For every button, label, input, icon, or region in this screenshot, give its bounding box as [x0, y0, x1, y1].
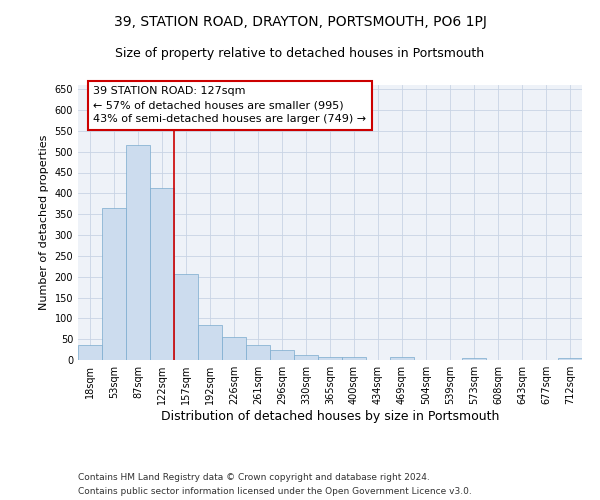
Bar [558, 358, 582, 360]
Bar [126, 144, 150, 360]
Bar [462, 358, 486, 360]
X-axis label: Distribution of detached houses by size in Portsmouth: Distribution of detached houses by size … [161, 410, 499, 423]
Text: Contains public sector information licensed under the Open Government Licence v3: Contains public sector information licen… [78, 488, 472, 496]
Bar [270, 350, 294, 360]
Bar [198, 326, 222, 360]
Bar [222, 337, 246, 360]
Bar [318, 356, 342, 360]
Bar [294, 355, 318, 360]
Bar [102, 208, 126, 360]
Bar [390, 356, 414, 360]
Bar [150, 188, 174, 360]
Text: Size of property relative to detached houses in Portsmouth: Size of property relative to detached ho… [115, 48, 485, 60]
Text: 39 STATION ROAD: 127sqm
← 57% of detached houses are smaller (995)
43% of semi-d: 39 STATION ROAD: 127sqm ← 57% of detache… [93, 86, 366, 124]
Text: Contains HM Land Registry data © Crown copyright and database right 2024.: Contains HM Land Registry data © Crown c… [78, 472, 430, 482]
Bar [246, 345, 270, 360]
Bar [174, 274, 198, 360]
Bar [342, 356, 366, 360]
Y-axis label: Number of detached properties: Number of detached properties [39, 135, 49, 310]
Bar [78, 344, 102, 360]
Text: 39, STATION ROAD, DRAYTON, PORTSMOUTH, PO6 1PJ: 39, STATION ROAD, DRAYTON, PORTSMOUTH, P… [113, 15, 487, 29]
